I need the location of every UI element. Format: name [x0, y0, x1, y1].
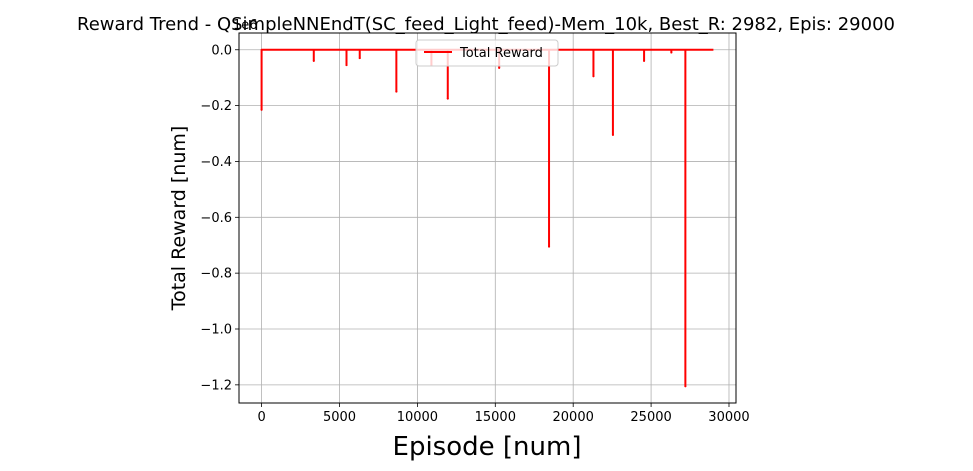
- y-tick-label: −0.8: [200, 267, 232, 282]
- y-tick-label: −1.2: [200, 378, 232, 393]
- data-point: [498, 66, 501, 69]
- data-point: [611, 133, 614, 136]
- y-tick-label: −1.0: [200, 323, 232, 338]
- legend: Total Reward: [415, 39, 559, 67]
- y-axis-label: Total Reward [num]: [168, 126, 190, 312]
- y-tick-label: −0.4: [200, 155, 232, 170]
- x-tick-label: 15000: [475, 410, 516, 425]
- data-point: [260, 108, 263, 111]
- series-line: [260, 48, 714, 388]
- y-tick-label: −0.6: [200, 211, 232, 226]
- data-point: [643, 59, 646, 62]
- y-scale-label: 1e6: [233, 18, 258, 33]
- data-point: [358, 57, 361, 60]
- data-point: [548, 245, 551, 248]
- y-tick-label: −0.2: [200, 99, 232, 114]
- x-tick-label: 10000: [397, 410, 438, 425]
- series-layer: [260, 48, 714, 388]
- y-tick-label: 0.0: [211, 43, 232, 58]
- x-tick-label: 20000: [553, 410, 594, 425]
- x-tick-label: 25000: [630, 410, 671, 425]
- data-point: [395, 90, 398, 93]
- data-point: [684, 385, 687, 388]
- data-point: [446, 97, 449, 100]
- x-tick-label: 5000: [323, 410, 356, 425]
- x-tick-label: 0: [257, 410, 265, 425]
- legend-label: Total Reward: [459, 46, 543, 61]
- y-axis: 0.0 −0.2 −0.4 −0.6 −0.8 −1.0 −1.2: [200, 43, 239, 393]
- legend-box: [415, 39, 559, 67]
- data-point: [312, 59, 315, 62]
- chart-title: Reward Trend - QSimpleNNEndT(SC_feed_Lig…: [77, 14, 895, 35]
- data-point: [345, 64, 348, 67]
- x-tick-label: 30000: [708, 410, 749, 425]
- data-point: [670, 51, 673, 54]
- x-axis: 0 5000 10000 15000 20000 25000 30000: [257, 403, 750, 425]
- x-axis-label: Episode [num]: [393, 432, 582, 462]
- data-point: [592, 75, 595, 78]
- plot-frame: [238, 32, 737, 404]
- grid: [239, 33, 736, 403]
